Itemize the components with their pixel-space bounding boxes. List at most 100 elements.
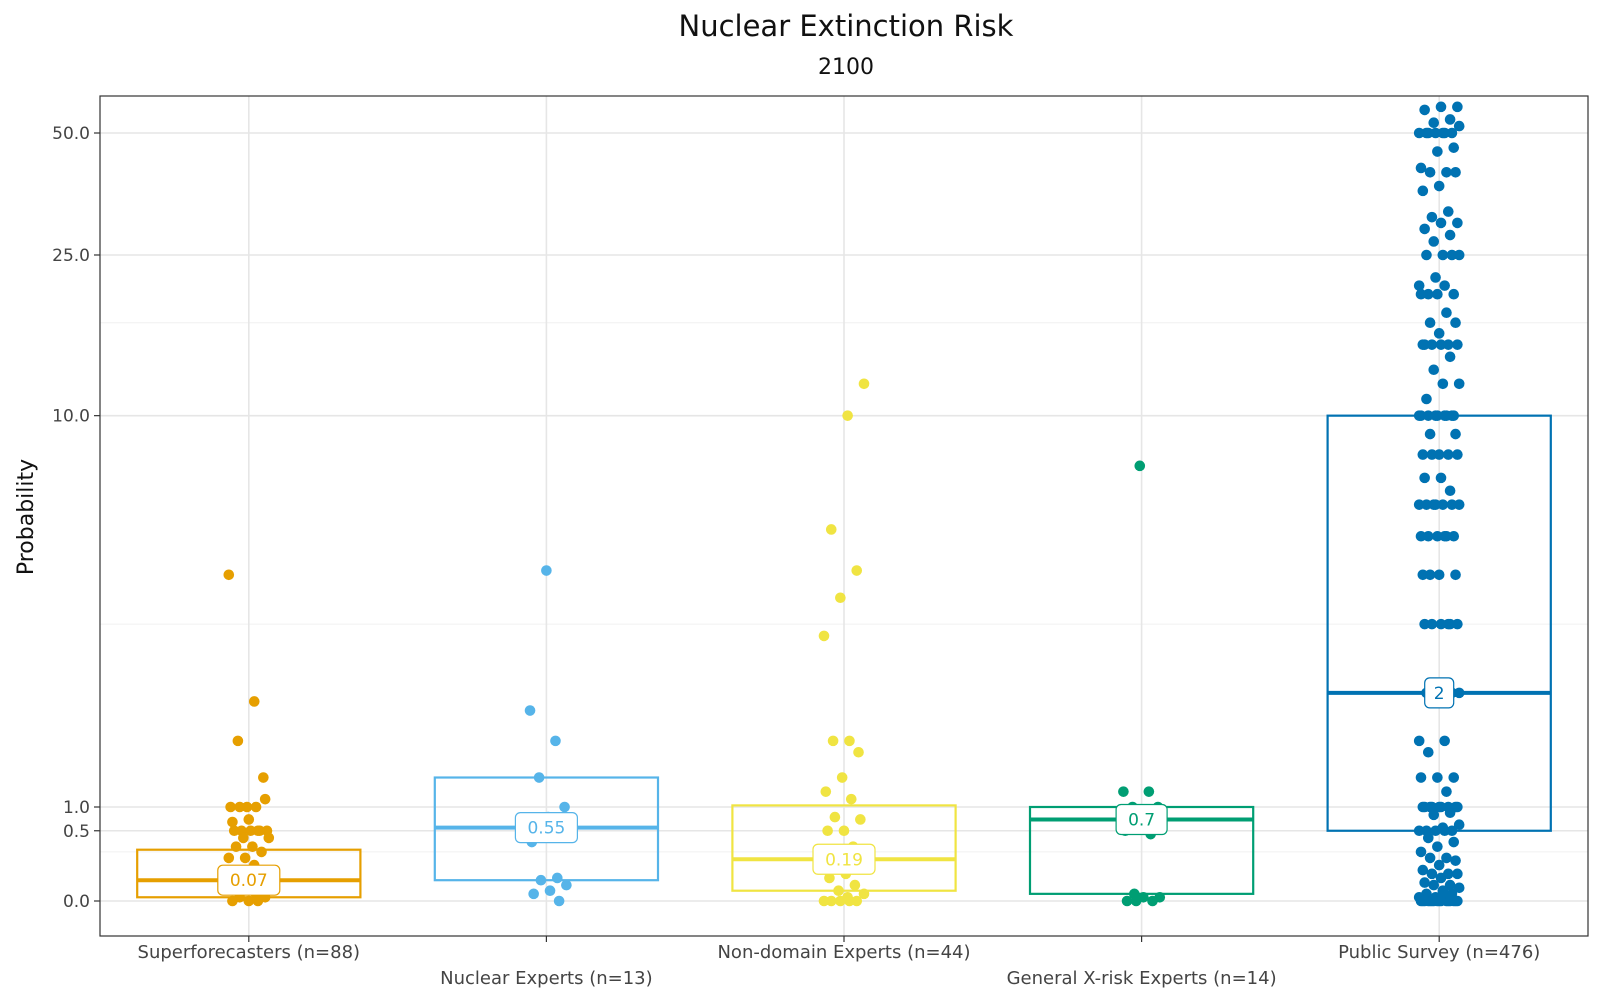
data-point (1419, 104, 1430, 116)
data-point (1448, 772, 1460, 783)
data-point (227, 895, 238, 907)
data-point (836, 772, 848, 783)
data-point (1444, 807, 1456, 819)
gridlines (100, 96, 1588, 936)
data-point (254, 825, 266, 837)
data-point (1421, 393, 1432, 405)
data-point (1415, 288, 1427, 300)
data-point (1430, 272, 1441, 283)
data-point (1441, 852, 1452, 864)
data-point (252, 895, 264, 907)
data-point (1435, 895, 1447, 907)
data-point (1426, 339, 1438, 350)
data-point (1143, 786, 1155, 797)
y-tick-label: 0.5 (63, 822, 90, 842)
data-point (845, 793, 857, 805)
data-point (1424, 166, 1436, 178)
data-point (858, 888, 870, 900)
data-point (535, 874, 547, 886)
y-tick-label: 0.0 (63, 892, 90, 912)
data-point (1453, 249, 1465, 261)
data-point (820, 786, 832, 797)
data-point (818, 630, 830, 642)
data-point (232, 735, 244, 747)
data-point (1446, 499, 1458, 510)
data-point (1444, 351, 1456, 363)
data-point (559, 801, 570, 813)
data-point (245, 825, 256, 837)
data-point (1453, 499, 1465, 510)
data-point (259, 793, 271, 805)
data-point (230, 841, 242, 852)
data-point (818, 895, 830, 907)
data-point (1417, 569, 1429, 581)
data-point (1435, 101, 1447, 113)
data-point (1444, 114, 1456, 125)
data-point (1417, 185, 1429, 197)
data-point (1413, 825, 1425, 837)
data-point (561, 879, 572, 891)
data-point (1419, 223, 1430, 235)
data-point (1421, 249, 1432, 261)
data-point (1435, 618, 1447, 630)
median-label-box (514, 812, 579, 844)
data-point (1426, 211, 1438, 223)
data-point (851, 565, 863, 576)
data-point (1134, 460, 1146, 472)
data-point (258, 772, 269, 783)
data-point (1439, 825, 1450, 837)
data-point (553, 895, 565, 907)
median-label-box (1115, 803, 1168, 836)
data-point (1415, 846, 1427, 858)
data-point (851, 895, 863, 907)
data-point (1450, 428, 1461, 440)
y-tick-label: 1.0 (63, 798, 90, 818)
data-point (1435, 801, 1447, 813)
data-point (247, 841, 258, 852)
data-point (552, 872, 563, 884)
x-tick-label: Superforecasters (n=88) (138, 942, 361, 963)
data-point (1448, 288, 1460, 300)
data-point (1441, 410, 1452, 421)
data-point (824, 872, 835, 884)
data-point (1444, 895, 1456, 907)
data-point (1450, 855, 1461, 866)
data-point (544, 885, 556, 897)
data-point (1441, 307, 1452, 318)
data-point (1426, 449, 1438, 460)
data-point (1419, 618, 1430, 630)
x-tick-label: Non-domain Experts (n=44) (717, 942, 970, 963)
data-point (833, 885, 844, 897)
data-point (1444, 879, 1456, 891)
data-point (1432, 288, 1443, 300)
data-point (238, 832, 249, 844)
data-point (855, 814, 866, 825)
data-point (263, 832, 275, 844)
data-point (838, 825, 850, 837)
data-point (1415, 530, 1427, 542)
data-point (1435, 472, 1447, 484)
data-point (1448, 530, 1460, 542)
data-point (1452, 101, 1463, 113)
data-point (825, 895, 837, 907)
data-point (1453, 120, 1465, 132)
data-point (1147, 895, 1158, 907)
data-point (1432, 410, 1443, 421)
y-tick-label: 10.0 (52, 407, 90, 427)
data-point (1452, 801, 1463, 813)
data-point (1424, 428, 1436, 440)
data-point (1428, 895, 1440, 907)
data-point (1417, 449, 1429, 460)
data-point (1437, 378, 1449, 390)
data-point (1437, 249, 1449, 261)
x-tick-label: Public Survey (n=476) (1338, 942, 1540, 963)
data-point (822, 825, 833, 837)
data-point (1415, 772, 1427, 783)
data-point (223, 569, 235, 581)
data-point (1415, 410, 1427, 421)
data-point (1453, 819, 1465, 831)
data-point (550, 735, 561, 747)
data-point (1444, 229, 1456, 241)
data-point (1419, 339, 1430, 350)
